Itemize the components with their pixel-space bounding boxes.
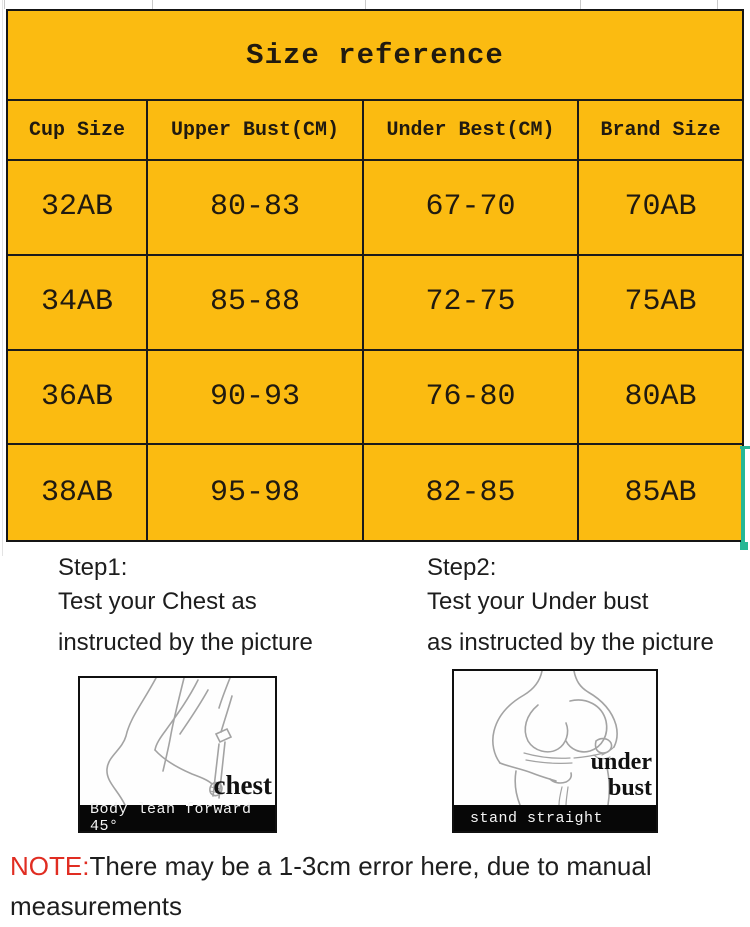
- gridline-tick: [4, 0, 5, 9]
- step1-line2: instructed by the picture: [58, 629, 313, 656]
- table-cell: 80AB: [579, 351, 742, 446]
- table-cell: 95-98: [148, 445, 364, 540]
- step1-title: Step1:: [58, 554, 128, 581]
- underbust-caption-bar: stand straight: [454, 805, 656, 831]
- lean-forward-figure: [106, 678, 233, 805]
- selection-border: [741, 447, 745, 545]
- chest-measure-illustration: chest Body lean forward 45°: [78, 676, 277, 835]
- table-cell: 90-93: [148, 350, 364, 446]
- chest-caption-bar: Body lean forward 45°: [80, 801, 275, 835]
- gridline-tick: [580, 0, 581, 9]
- table-title: Size reference: [8, 11, 742, 101]
- table-cell: 67-70: [364, 161, 579, 256]
- underbust-caption-text: stand straight: [470, 809, 604, 827]
- table-cell: 82-85: [364, 445, 579, 540]
- gridline-vertical: [2, 0, 3, 556]
- table-cell: 80-83: [148, 161, 364, 256]
- gridline-tick: [365, 0, 366, 9]
- column-header-brand-size: Brand Size: [579, 101, 742, 161]
- gridline-tick: [152, 0, 153, 9]
- note-text: There may be a 1-3cm error here, due to …: [10, 851, 652, 921]
- under-bust-label-line1: under: [590, 749, 652, 775]
- column-header-upper-bust: Upper Bust(CM): [148, 101, 364, 161]
- step1-instructions: Step1: Test your Chest as instructed by …: [58, 551, 398, 660]
- table-cell: 32AB: [8, 161, 148, 256]
- table-cell: 85-88: [148, 255, 364, 351]
- step2-instructions: Step2: Test your Under bust as instructe…: [427, 551, 747, 660]
- table-cell: 70AB: [579, 161, 742, 256]
- note-prefix: NOTE:: [10, 851, 90, 881]
- table-cell: 34AB: [8, 255, 148, 351]
- step1-line1: Test your Chest as: [58, 588, 257, 615]
- step2-title: Step2:: [427, 554, 497, 581]
- selection-fill-handle: [740, 542, 748, 550]
- underbust-measure-illustration: under bust stand straight: [452, 669, 658, 833]
- column-header-under-bust: Under Best(CM): [364, 101, 579, 161]
- note-line1: NOTE:There may be a 1-3cm error here, du…: [10, 846, 745, 926]
- table-cell: 85AB: [624, 475, 697, 510]
- chest-caption-text: Body lean forward 45°: [90, 801, 252, 835]
- stand-straight-figure: [492, 671, 618, 805]
- chest-label: chest: [213, 770, 272, 800]
- selection-border-cap: [740, 446, 750, 449]
- column-header-cup-size: Cup Size: [8, 101, 148, 161]
- under-bust-label: under bust: [591, 749, 652, 801]
- table-cell: 38AB: [8, 445, 148, 540]
- table-cell: 76-80: [364, 350, 579, 446]
- size-reference-table: Size reference Cup Size Upper Bust(CM) U…: [6, 9, 744, 542]
- step2-line2: as instructed by the picture: [427, 629, 714, 656]
- measurement-note: NOTE:There may be a 1-3cm error here, du…: [10, 846, 745, 927]
- table-cell: 75AB: [579, 256, 742, 351]
- gridline-tick: [717, 0, 718, 9]
- under-bust-label-line2: bust: [607, 775, 652, 801]
- table-cell: 72-75: [364, 255, 579, 351]
- table-cell: 36AB: [8, 350, 148, 446]
- step2-line1: Test your Under bust: [427, 588, 649, 615]
